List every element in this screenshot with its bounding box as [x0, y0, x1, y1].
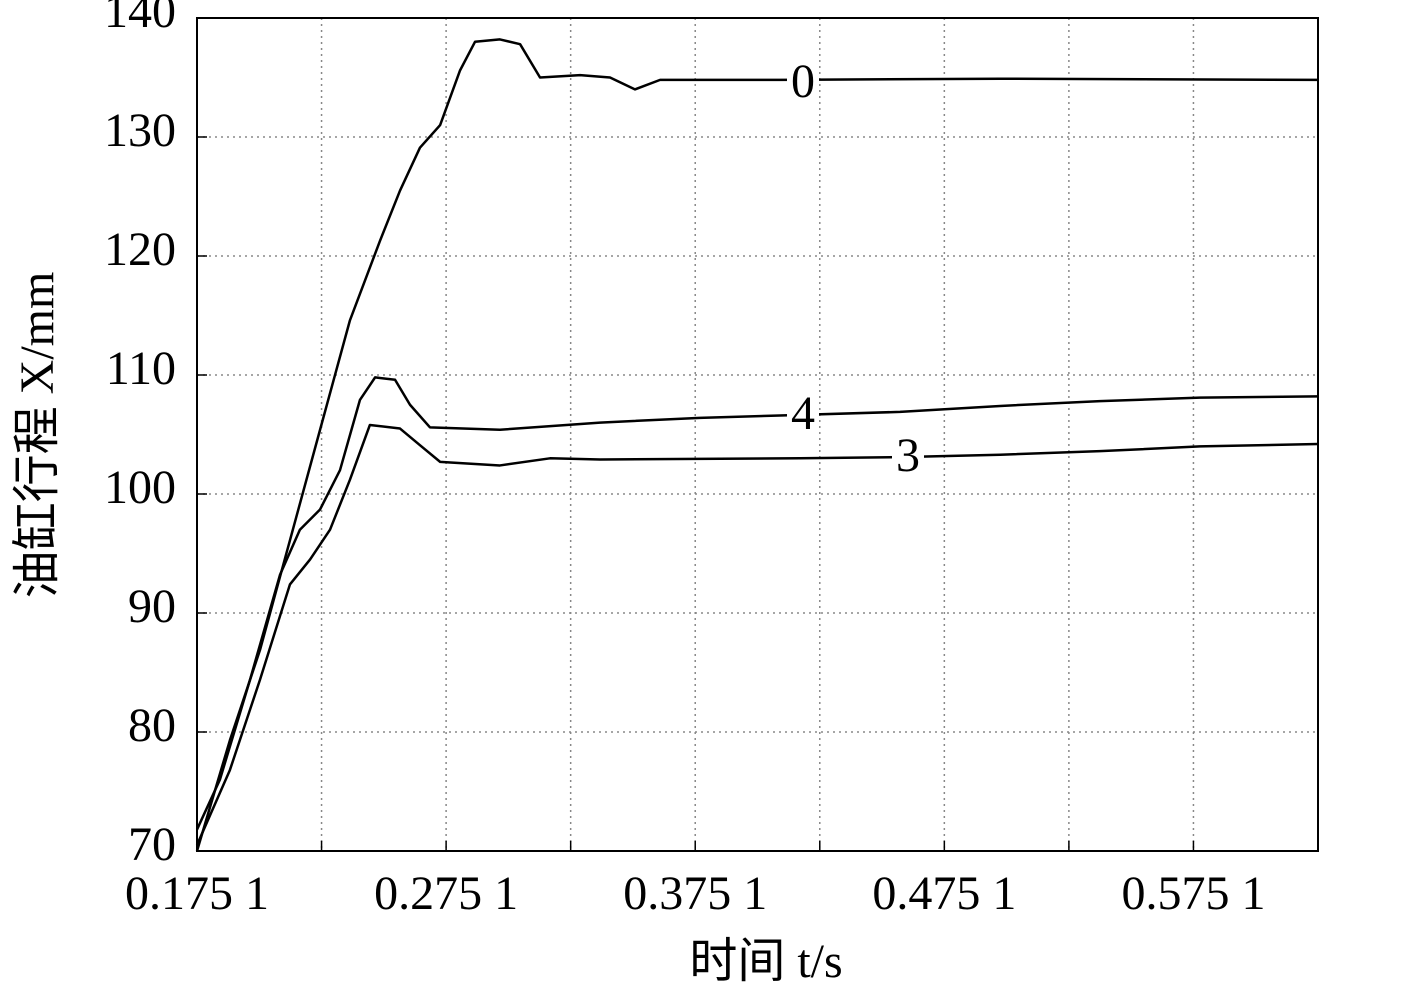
- y-axis-label: 油缸行程 X/mm: [11, 272, 64, 599]
- x-tick-label: 0.175 1: [125, 867, 269, 920]
- y-tick-label: 70: [128, 818, 176, 871]
- x-tick-label: 0.475 1: [872, 867, 1016, 920]
- data-line: [195, 423, 1319, 846]
- y-tick-label: 100: [104, 461, 176, 514]
- y-tick-label: 90: [128, 580, 176, 633]
- plot-frame: [196, 17, 1319, 852]
- label-background: [787, 60, 819, 112]
- series-label: 4: [791, 387, 815, 440]
- y-tick-label: 110: [106, 342, 176, 395]
- x-tick-label: 0.575 1: [1121, 867, 1265, 920]
- label-background: [787, 392, 819, 444]
- y-tick-label: 120: [104, 223, 176, 276]
- y-tick-label: 80: [128, 699, 176, 752]
- y-tick-label: 140: [104, 0, 176, 38]
- series-label: 3: [896, 429, 920, 482]
- x-axis-label: 时间 t/s: [689, 935, 842, 988]
- x-tick-label: 0.375 1: [623, 867, 767, 920]
- data-line: [195, 376, 1319, 831]
- data-line: [195, 38, 1319, 852]
- label-background: [892, 434, 924, 486]
- series-label: 0: [791, 55, 815, 108]
- x-tick-label: 0.275 1: [374, 867, 518, 920]
- y-tick-label: 130: [104, 104, 176, 157]
